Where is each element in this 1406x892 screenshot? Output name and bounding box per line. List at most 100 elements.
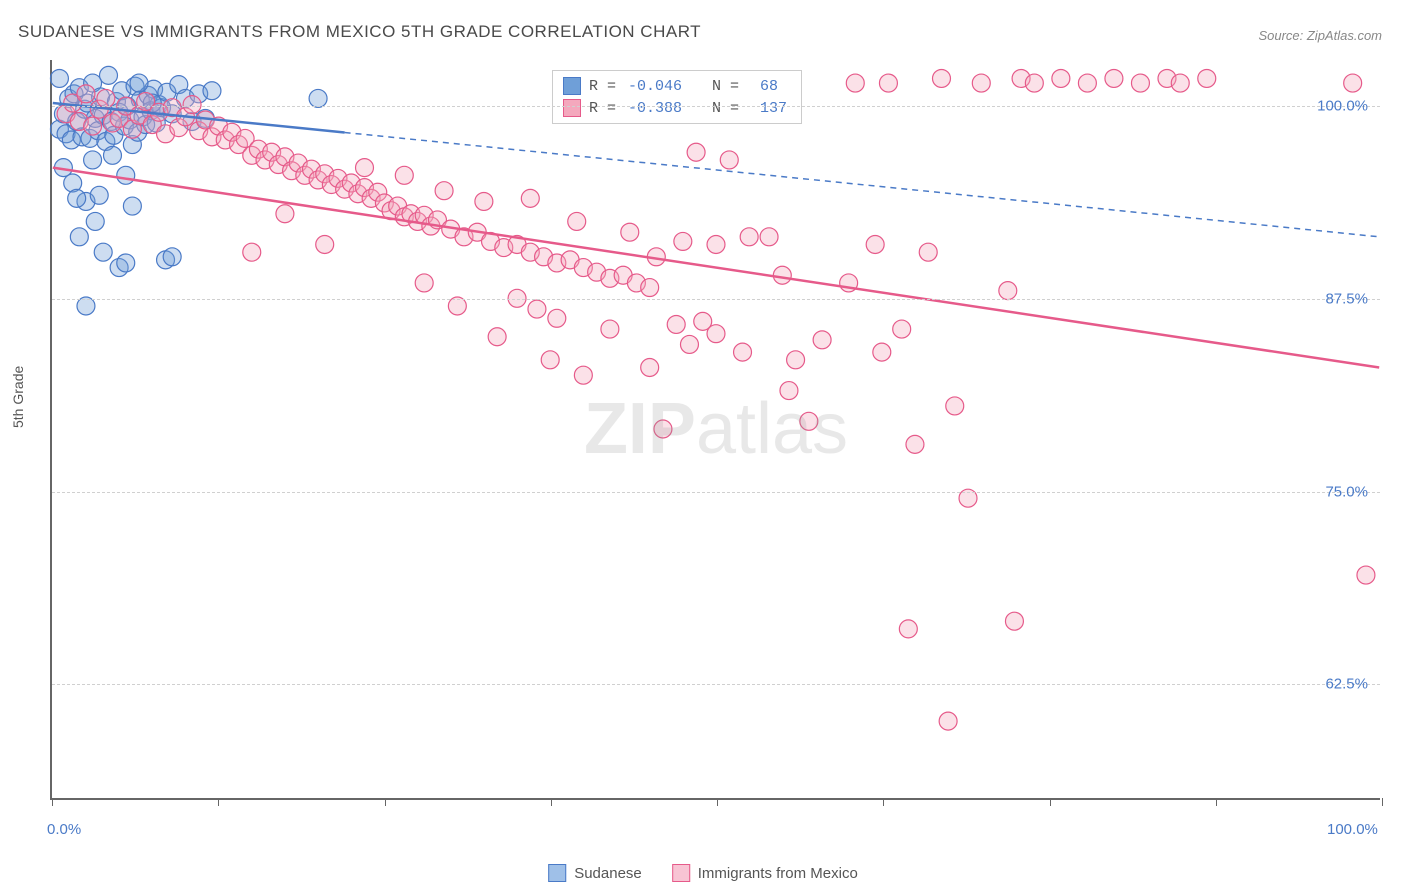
x-tick: [52, 798, 53, 806]
scatter-point: [1131, 74, 1149, 92]
scatter-point: [548, 309, 566, 327]
scatter-point: [621, 223, 639, 241]
legend-label-n: N =: [694, 100, 739, 117]
scatter-point: [541, 351, 559, 369]
scatter-point: [70, 228, 88, 246]
legend-swatch: [563, 77, 581, 95]
scatter-point: [707, 236, 725, 254]
legend-item: Sudanese: [548, 864, 642, 882]
scatter-point: [1025, 74, 1043, 92]
scatter-point: [919, 243, 937, 261]
x-tick: [385, 798, 386, 806]
scatter-point: [641, 279, 659, 297]
scatter-point: [760, 228, 778, 246]
scatter-point: [601, 320, 619, 338]
scatter-point: [1344, 74, 1362, 92]
scatter-point: [694, 312, 712, 330]
legend-swatch: [672, 864, 690, 882]
scatter-point: [435, 182, 453, 200]
scatter-point: [906, 435, 924, 453]
trend-line-dashed: [345, 132, 1380, 236]
scatter-point: [163, 248, 181, 266]
legend-value-n: 68: [751, 78, 778, 95]
x-tick: [1050, 798, 1051, 806]
x-tick: [218, 798, 219, 806]
scatter-point: [97, 89, 115, 107]
legend-item: Immigrants from Mexico: [672, 864, 858, 882]
scatter-point: [654, 420, 672, 438]
scatter-point: [84, 117, 102, 135]
x-tick: [883, 798, 884, 806]
legend-value-r: -0.046: [628, 78, 682, 95]
scatter-point: [183, 96, 201, 114]
scatter-point: [316, 236, 334, 254]
scatter-point: [395, 166, 413, 184]
scatter-point: [94, 243, 112, 261]
legend-bottom: Sudanese Immigrants from Mexico: [548, 864, 858, 882]
plot-area: ZIPatlas R =-0.046 N = 68R =-0.388 N = 1…: [50, 60, 1380, 800]
scatter-point: [780, 382, 798, 400]
scatter-point: [84, 151, 102, 169]
scatter-point: [1052, 69, 1070, 87]
legend-label-n: N =: [694, 78, 739, 95]
x-tick: [717, 798, 718, 806]
scatter-point: [568, 212, 586, 230]
legend-value-r: -0.388: [628, 100, 682, 117]
x-tick: [551, 798, 552, 806]
x-tick: [1216, 798, 1217, 806]
scatter-point: [276, 205, 294, 223]
scatter-point: [68, 189, 86, 207]
scatter-point: [873, 343, 891, 361]
scatter-point: [773, 266, 791, 284]
legend-value-n: 137: [751, 100, 787, 117]
legend-stats-row: R =-0.388 N = 137: [563, 97, 791, 119]
scatter-point: [1171, 74, 1189, 92]
scatter-point: [521, 189, 539, 207]
source-label: Source: ZipAtlas.com: [1258, 28, 1382, 43]
scatter-point: [720, 151, 738, 169]
scatter-point: [946, 397, 964, 415]
y-tick-label: 100.0%: [1317, 98, 1368, 115]
scatter-point: [488, 328, 506, 346]
y-axis-label: 5th Grade: [10, 366, 26, 428]
scatter-point: [243, 243, 261, 261]
scatter-point: [687, 143, 705, 161]
scatter-point: [100, 66, 118, 84]
scatter-point: [528, 300, 546, 318]
scatter-point: [680, 335, 698, 353]
scatter-point: [86, 212, 104, 230]
legend-stats: R =-0.046 N = 68R =-0.388 N = 137: [552, 70, 802, 124]
scatter-point: [574, 366, 592, 384]
legend-swatch: [563, 99, 581, 117]
scatter-point: [117, 166, 135, 184]
scatter-point: [1198, 69, 1216, 87]
grid-line: [52, 492, 1380, 493]
scatter-point: [641, 359, 659, 377]
scatter-point: [667, 315, 685, 333]
scatter-point: [893, 320, 911, 338]
scatter-point: [1005, 612, 1023, 630]
scatter-point: [1105, 69, 1123, 87]
scatter-point: [800, 412, 818, 430]
scatter-point: [203, 82, 221, 100]
scatter-point: [899, 620, 917, 638]
scatter-point: [50, 69, 68, 87]
scatter-point: [309, 89, 327, 107]
scatter-point: [846, 74, 864, 92]
scatter-point: [130, 74, 148, 92]
scatter-point: [879, 74, 897, 92]
scatter-point: [117, 254, 135, 272]
scatter-point: [475, 192, 493, 210]
chart-container: SUDANESE VS IMMIGRANTS FROM MEXICO 5TH G…: [0, 0, 1406, 892]
scatter-point: [933, 69, 951, 87]
chart-svg: [52, 60, 1380, 798]
scatter-point: [999, 282, 1017, 300]
x-tick: [1382, 798, 1383, 806]
scatter-point: [740, 228, 758, 246]
scatter-point: [787, 351, 805, 369]
scatter-point: [972, 74, 990, 92]
scatter-point: [1078, 74, 1096, 92]
legend-swatch: [548, 864, 566, 882]
scatter-point: [123, 197, 141, 215]
scatter-point: [356, 159, 374, 177]
